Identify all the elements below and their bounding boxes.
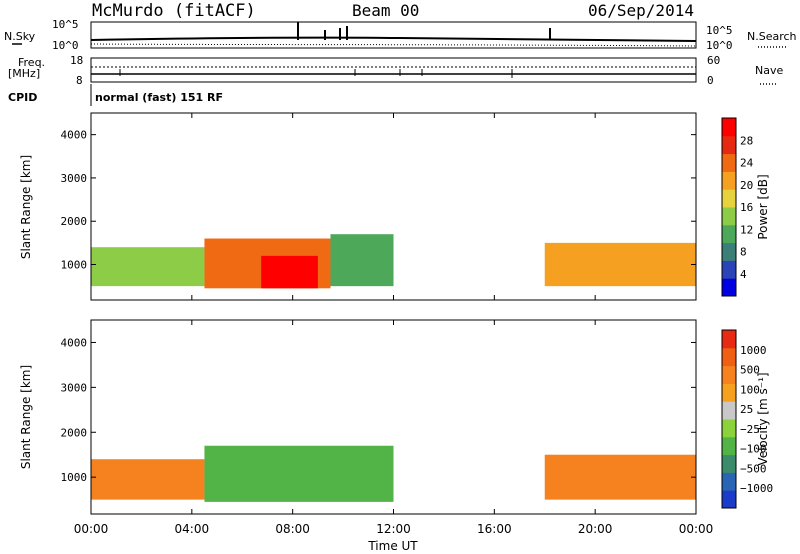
power-colorbar-segment-1 xyxy=(722,260,736,279)
velocity-colorbar-label: Velocity [m s⁻¹] xyxy=(756,372,770,465)
power-colorbar-segment-6 xyxy=(722,171,736,190)
velocity-colorbar xyxy=(721,329,737,509)
nave-tick-bottom: 0 xyxy=(707,74,714,87)
freq-tick-top: 18 xyxy=(70,54,83,67)
power-colorbar xyxy=(721,117,737,297)
nsky-tick-bottom-left: 10^0 xyxy=(52,39,79,52)
power-ytick-label-2: 3000 xyxy=(61,172,88,185)
power-colorbar-tick-1: 8 xyxy=(740,246,747,259)
power-echo-band-0 xyxy=(91,247,205,287)
nsky-tick-top-left: 10^5 xyxy=(52,18,79,31)
xtick-label-2: 08:00 xyxy=(275,522,310,536)
freq-panel xyxy=(90,57,697,83)
velocity-colorbar-segment-0 xyxy=(722,490,736,509)
power-colorbar-segment-7 xyxy=(722,153,736,172)
power-colorbar-tick-4: 20 xyxy=(740,179,753,192)
velocity-ytick-label-2: 3000 xyxy=(61,381,88,394)
velocity-colorbar-segment-7 xyxy=(722,365,736,384)
xtick-label-5: 20:00 xyxy=(578,522,613,536)
velocity-colorbar-tick-1: 500 xyxy=(740,364,760,377)
power-ylabel: Slant Range [km] xyxy=(19,155,33,259)
velocity-colorbar-tick-2: 100 xyxy=(740,383,760,396)
power-colorbar-tick-5: 24 xyxy=(740,157,754,170)
nsearch-label: N.Search xyxy=(747,30,797,43)
power-colorbar-tick-3: 16 xyxy=(740,201,753,214)
power-colorbar-segment-8 xyxy=(722,135,736,155)
power-ytick-label-1: 2000 xyxy=(61,215,88,228)
cpid-label: CPID xyxy=(8,91,37,104)
power-colorbar-tick-2: 12 xyxy=(740,223,753,236)
power-ytick-label-3: 4000 xyxy=(61,129,88,142)
velocity-ytick-label-3: 4000 xyxy=(61,336,88,349)
freq-tick-bottom: 8 xyxy=(76,74,83,87)
velocity-colorbar-segment-8 xyxy=(722,347,736,367)
nsky-tick-top-right: 10^5 xyxy=(706,24,733,37)
power-colorbar-segment-9 xyxy=(722,118,736,137)
velocity-echo-band-2 xyxy=(544,454,696,500)
nsky-label: N.Sky xyxy=(4,30,36,43)
velocity-colorbar-tick-4: −25 xyxy=(740,423,760,436)
power-colorbar-segment-4 xyxy=(722,207,736,226)
velocity-colorbar-tick-6: −500 xyxy=(740,462,767,475)
velocity-colorbar-segment-6 xyxy=(722,383,736,402)
velocity-echo-band-1 xyxy=(204,445,394,502)
power-echo-band-2 xyxy=(261,255,318,289)
cpid-mode: normal (fast) 151 RF xyxy=(95,91,223,104)
freq-label: Freq. xyxy=(18,56,45,69)
velocity-colorbar-tick-7: −1000 xyxy=(740,482,773,495)
power-echo-band-4 xyxy=(544,242,696,287)
velocity-ylabel: Slant Range [km] xyxy=(19,365,33,469)
nave-label: Nave xyxy=(755,64,783,77)
power-colorbar-segment-3 xyxy=(722,224,736,244)
velocity-colorbar-tick-3: 25 xyxy=(740,403,753,416)
power-colorbar-segment-0 xyxy=(722,278,736,297)
power-echo-band-3 xyxy=(330,234,394,287)
power-colorbar-segment-5 xyxy=(722,189,736,208)
site-title: McMurdo (fitACF) xyxy=(92,1,256,21)
velocity-colorbar-tick-0: 1000 xyxy=(740,344,767,357)
velocity-colorbar-segment-5 xyxy=(722,401,736,420)
nsky-tick-bottom-right: 10^0 xyxy=(706,39,733,52)
power-panel xyxy=(90,112,697,301)
xtick-label-1: 04:00 xyxy=(175,522,210,536)
nave-tick-top: 60 xyxy=(707,54,720,67)
xtick-label-6: 00:00 xyxy=(679,522,714,536)
power-colorbar-label: Power [dB] xyxy=(756,174,770,239)
freq-unit: [MHz] xyxy=(8,67,40,80)
velocity-colorbar-segment-3 xyxy=(722,436,736,456)
velocity-ytick-label-0: 1000 xyxy=(61,471,88,484)
beam-title: Beam 00 xyxy=(352,1,419,20)
xtick-label-0: 00:00 xyxy=(74,522,109,536)
velocity-colorbar-tick-5: −100 xyxy=(740,443,767,456)
velocity-ytick-label-1: 2000 xyxy=(61,426,88,439)
velocity-colorbar-segment-2 xyxy=(722,454,736,473)
date-title: 06/Sep/2014 xyxy=(588,1,694,20)
power-colorbar-tick-6: 28 xyxy=(740,134,753,147)
velocity-colorbar-segment-1 xyxy=(722,472,736,491)
xtick-label-3: 12:00 xyxy=(376,522,411,536)
velocity-panel xyxy=(90,319,697,515)
power-ytick-label-0: 1000 xyxy=(61,259,88,272)
xtick-label-4: 16:00 xyxy=(477,522,512,536)
velocity-echo-band-0 xyxy=(91,459,205,500)
power-colorbar-segment-2 xyxy=(722,242,736,261)
x-axis-label: Time UT xyxy=(367,539,418,553)
velocity-colorbar-segment-4 xyxy=(722,419,736,438)
nsky-panel xyxy=(90,21,697,49)
power-colorbar-tick-0: 4 xyxy=(740,268,747,281)
velocity-colorbar-segment-9 xyxy=(722,330,736,349)
